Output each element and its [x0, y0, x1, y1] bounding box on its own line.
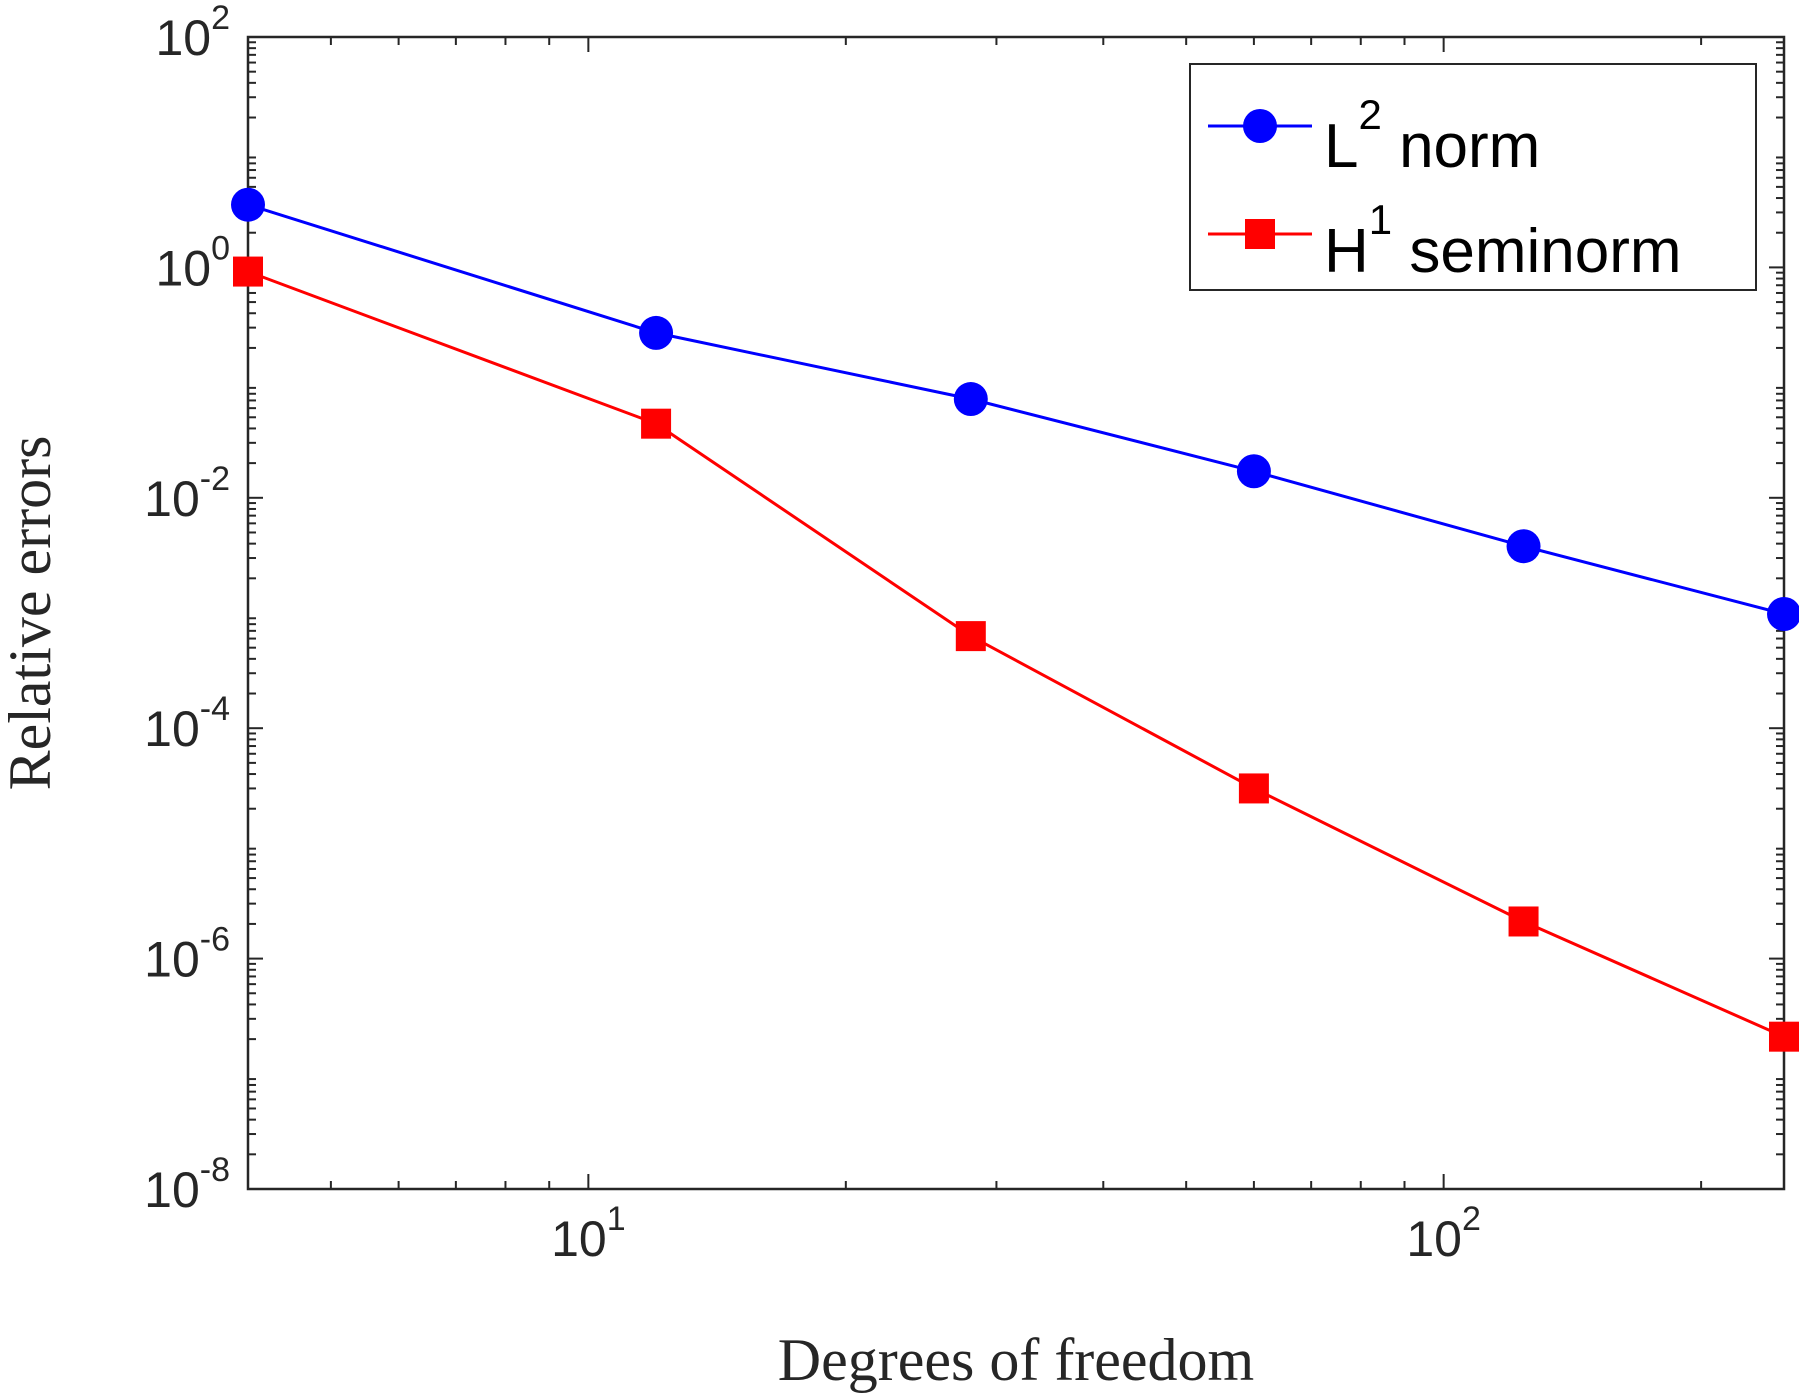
- data-point: [1769, 1021, 1799, 1052]
- legend-label-h1-seminorm: H1 seminorm: [1324, 196, 1682, 286]
- data-point: [231, 187, 265, 222]
- series-l2-norm: [231, 187, 1799, 632]
- legend: L2 norm H1 seminorm: [1189, 63, 1757, 291]
- data-point: [641, 408, 672, 439]
- y-tick-label: 10-6: [144, 921, 230, 988]
- x-tick-label: 102: [1406, 1200, 1481, 1267]
- legend-label-l2-norm: L2 norm: [1324, 91, 1540, 181]
- data-point: [233, 256, 263, 287]
- data-point: [1506, 529, 1541, 564]
- legend-marker-h1: [1245, 219, 1275, 249]
- legend-l2-base: L: [1324, 112, 1358, 181]
- data-point: [1767, 597, 1799, 632]
- legend-marker-l2: [1243, 109, 1277, 143]
- x-tick-labels: 101 102: [551, 1200, 1481, 1267]
- y-axis-title: Relative errors: [0, 436, 63, 791]
- y-tick-label: 100: [155, 229, 230, 296]
- y-tick-label: 10-8: [144, 1151, 230, 1218]
- data-point: [1238, 773, 1269, 804]
- data-point: [1508, 906, 1539, 937]
- legend-l2-sup: 2: [1358, 91, 1381, 138]
- legend-box: [1189, 63, 1757, 291]
- x-tick-label: 101: [551, 1200, 626, 1267]
- series-h1-seminorm: [233, 256, 1799, 1052]
- data-point: [639, 315, 674, 350]
- legend-h1-sup: 1: [1369, 196, 1392, 243]
- y-tick-label: 10-2: [144, 460, 230, 527]
- legend-entry-l2-norm: L2 norm: [1208, 91, 1540, 181]
- legend-h1-base: H: [1324, 217, 1369, 286]
- x-axis-title: Degrees of freedom: [778, 1327, 1254, 1393]
- minor-ticks: [247, 37, 1784, 1189]
- series-line: [247, 203, 1785, 616]
- legend-h1-rest: seminorm: [1392, 217, 1681, 286]
- series-line: [247, 270, 1785, 1039]
- legend-entry-h1-seminorm: H1 seminorm: [1208, 196, 1682, 286]
- y-tick-label: 102: [155, 0, 230, 66]
- legend-l2-rest: norm: [1382, 112, 1540, 181]
- data-point: [955, 621, 986, 652]
- data-point: [1236, 454, 1271, 489]
- data-point: [953, 382, 988, 417]
- y-tick-labels: 102 100 10-2 10-4 10-6 10-8: [144, 0, 230, 1218]
- y-tick-label: 10-4: [144, 690, 230, 757]
- series-layer: [231, 187, 1799, 1052]
